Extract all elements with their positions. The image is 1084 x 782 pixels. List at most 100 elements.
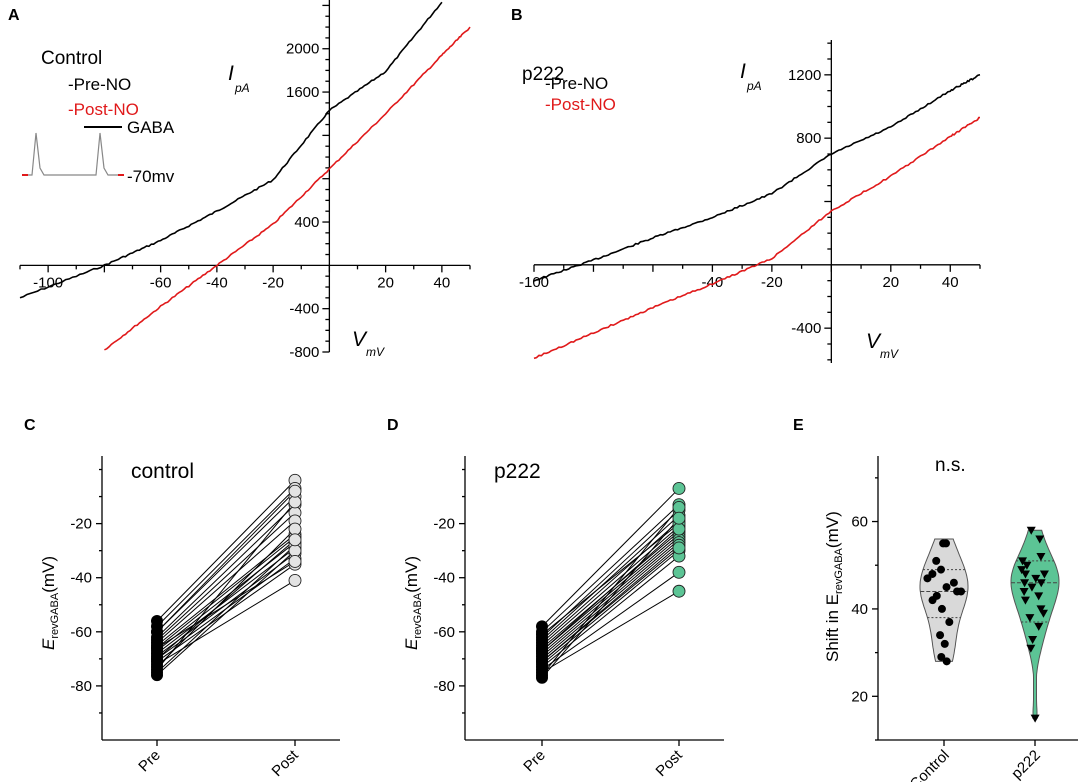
y-tick-label: -40 <box>433 570 455 587</box>
x-tick-label: 20 <box>377 274 394 291</box>
y-tick-label: -20 <box>70 516 92 533</box>
p222-point <box>1019 587 1029 596</box>
panel-a-plot: -100 -60 -40 -20 20 40 2000 1600 400 -400 -800 <box>19 0 471 361</box>
post-point <box>288 544 302 558</box>
iv-trace-pre <box>19 1 443 299</box>
e-title: n.s. <box>935 455 966 476</box>
control-point <box>942 583 951 592</box>
control-point <box>945 618 954 627</box>
y-tick-label: -400 <box>289 301 319 318</box>
pair-line <box>156 534 296 646</box>
p222-point <box>1030 714 1040 723</box>
b-ylabel: I <box>740 60 746 83</box>
control-point <box>936 631 945 640</box>
panel-d-plot: -20 -40 -60 -80 Pre Post <box>433 456 724 780</box>
p222-point <box>1035 535 1045 544</box>
control-point <box>936 565 945 574</box>
pair-line <box>156 520 296 644</box>
pre-point <box>151 642 163 655</box>
a-holding-label: -70mv <box>127 167 175 186</box>
p222-point <box>1031 574 1041 583</box>
post-point <box>672 541 686 555</box>
pair-line <box>156 536 296 649</box>
y-tick-label: -20 <box>433 516 455 533</box>
pair-line <box>541 536 680 654</box>
x-tick-label: 40 <box>434 274 451 291</box>
a-ylabel: I <box>228 62 234 85</box>
pair-line <box>541 542 680 660</box>
y-tick-label: 800 <box>796 130 821 147</box>
post-point <box>288 555 302 568</box>
y-tick-label: 1600 <box>286 84 319 101</box>
c-title: control <box>131 460 194 483</box>
post-point <box>672 565 686 579</box>
pair-line <box>541 547 680 662</box>
control-point <box>957 587 966 596</box>
p222-point <box>1020 570 1030 579</box>
y-tick-label: -60 <box>433 624 455 641</box>
control-point <box>928 596 937 605</box>
p222-point <box>1025 614 1035 623</box>
pair-line <box>541 571 680 671</box>
pair-line <box>156 550 296 676</box>
pair-line <box>541 550 680 665</box>
pair-line <box>541 525 680 646</box>
pair-line <box>541 507 680 676</box>
panel-label-c: C <box>24 417 36 434</box>
post-point <box>288 495 302 509</box>
p222-point <box>1017 566 1027 575</box>
post-point <box>288 533 302 547</box>
p222-point <box>1028 636 1038 645</box>
control-point <box>937 604 946 613</box>
p222-point <box>1034 622 1044 631</box>
b-xlabel-sub: mV <box>880 347 899 361</box>
c-ylabel: ErevGABA(mV) <box>39 556 61 650</box>
x-tick-label: -20 <box>262 274 284 291</box>
p222-point <box>1034 592 1044 601</box>
p222-point <box>1020 579 1030 588</box>
p222-point <box>1036 552 1046 561</box>
y-tick-label: -60 <box>70 624 92 641</box>
y-tick-label: -400 <box>791 320 821 337</box>
a-xlabel-sub: mV <box>366 345 385 359</box>
panel-c-plot: -20 -40 -60 -80 Pre Post <box>70 456 340 780</box>
pair-line <box>541 504 680 633</box>
post-point <box>288 573 302 587</box>
panel-e-plot: 20 40 60 Control p222 <box>851 456 1078 782</box>
pair-line <box>541 590 680 673</box>
iv-trace-post <box>104 26 471 351</box>
pre-point <box>536 644 548 657</box>
y-tick-label: 20 <box>851 688 868 705</box>
control-point <box>923 574 932 583</box>
x-tick-label: Post <box>269 746 303 780</box>
p222-point <box>1020 596 1030 605</box>
panel-label-b: B <box>511 7 523 24</box>
pre-point <box>536 628 548 641</box>
x-tick-label: -40 <box>206 274 228 291</box>
y-tick-label: 400 <box>294 214 319 231</box>
control-point <box>942 657 951 666</box>
pre-point <box>151 625 163 638</box>
a-legend-pre: -Pre-NO <box>68 75 131 94</box>
pair-line <box>156 490 296 633</box>
pre-point <box>536 655 548 668</box>
pair-line <box>156 479 296 622</box>
p222-point <box>1027 583 1037 592</box>
pair-line <box>541 515 680 641</box>
x-tick-label: Post <box>653 746 687 780</box>
pair-line <box>541 488 680 627</box>
p222-point <box>1039 570 1049 579</box>
pair-line <box>541 528 680 652</box>
pair-line <box>156 547 296 654</box>
p222-point <box>1018 557 1028 566</box>
control-point <box>932 556 941 565</box>
y-tick-label: 40 <box>851 601 868 618</box>
post-point <box>672 584 686 598</box>
e-ylabel: Shift in ErevGABA(mV) <box>823 511 845 662</box>
panel-label-e: E <box>793 417 804 434</box>
p222-point <box>1022 561 1032 570</box>
x-tick-label: Pre <box>135 747 164 776</box>
p222-point <box>1038 609 1048 618</box>
x-tick-label: -60 <box>150 274 172 291</box>
